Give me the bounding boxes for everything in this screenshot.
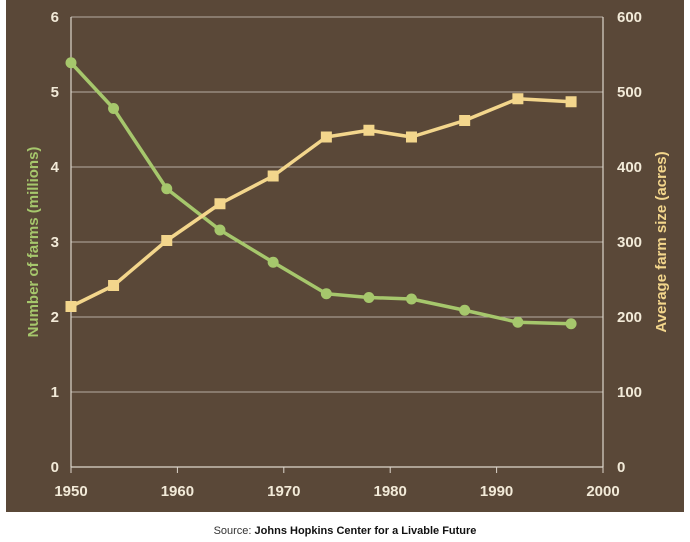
chart-svg: 0 1 2 3 4 5 6 0 100 200 300 400 500 600 1950 1960 1970 19… bbox=[6, 0, 684, 512]
farm-count-point bbox=[405, 293, 417, 305]
y-left-tick-label: 6 bbox=[51, 9, 59, 26]
farm-size-point bbox=[267, 170, 279, 182]
y-right-tick-label: 200 bbox=[617, 309, 642, 326]
y-left-tick-label: 3 bbox=[51, 234, 59, 251]
y-right-tick-label: 0 bbox=[617, 459, 625, 476]
farm-size-point bbox=[214, 198, 226, 210]
farm-size-point bbox=[405, 131, 417, 143]
farm-count-point bbox=[65, 57, 77, 69]
farm-size-point bbox=[320, 131, 332, 143]
farm-count-point bbox=[161, 183, 173, 195]
y-left-tick-label: 4 bbox=[51, 159, 60, 176]
chart-background bbox=[6, 0, 684, 512]
x-tick-label: 1950 bbox=[54, 483, 87, 500]
y-left-tick-label: 1 bbox=[51, 384, 59, 401]
farm-size-point bbox=[512, 93, 524, 105]
farm-count-point bbox=[108, 103, 120, 114]
farm-size-point bbox=[108, 280, 120, 291]
y-left-axis-title: Number of farms (millions) bbox=[25, 147, 42, 338]
farm-size-point bbox=[363, 124, 375, 136]
x-tick-label: 1990 bbox=[480, 483, 513, 500]
farm-count-point bbox=[565, 318, 577, 330]
y-right-tick-label: 100 bbox=[617, 384, 642, 401]
y-left-tick-label: 5 bbox=[51, 84, 59, 101]
source-line: Source: Johns Hopkins Center for a Livab… bbox=[0, 525, 690, 537]
farm-count-point bbox=[363, 292, 375, 303]
farm-count-point bbox=[320, 288, 332, 300]
chart-panel: 0 1 2 3 4 5 6 0 100 200 300 400 500 600 1950 1960 1970 19… bbox=[6, 0, 684, 512]
farm-size-point bbox=[565, 96, 577, 108]
farm-size-point bbox=[459, 115, 471, 126]
x-tick-label: 1960 bbox=[161, 483, 194, 500]
x-tick-label: 2000 bbox=[586, 483, 619, 500]
farm-size-point bbox=[161, 235, 173, 246]
y-right-tick-label: 500 bbox=[617, 84, 642, 101]
y-right-tick-label: 600 bbox=[617, 9, 642, 26]
farm-count-point bbox=[267, 256, 279, 268]
x-tick-label: 1970 bbox=[267, 483, 300, 500]
y-left-tick-label: 2 bbox=[51, 309, 59, 326]
farm-count-point bbox=[214, 224, 226, 236]
farm-size-point bbox=[65, 301, 77, 312]
x-tick-label: 1980 bbox=[374, 483, 407, 500]
source-name: Johns Hopkins Center for a Livable Futur… bbox=[254, 525, 477, 537]
y-left-tick-label: 0 bbox=[51, 459, 59, 476]
farm-count-point bbox=[512, 316, 524, 328]
y-right-tick-label: 400 bbox=[617, 159, 642, 176]
y-right-tick-label: 300 bbox=[617, 234, 642, 251]
y-right-axis-title: Average farm size (acres) bbox=[653, 151, 670, 332]
farm-count-point bbox=[459, 304, 471, 316]
source-prefix: Source: bbox=[213, 525, 252, 537]
